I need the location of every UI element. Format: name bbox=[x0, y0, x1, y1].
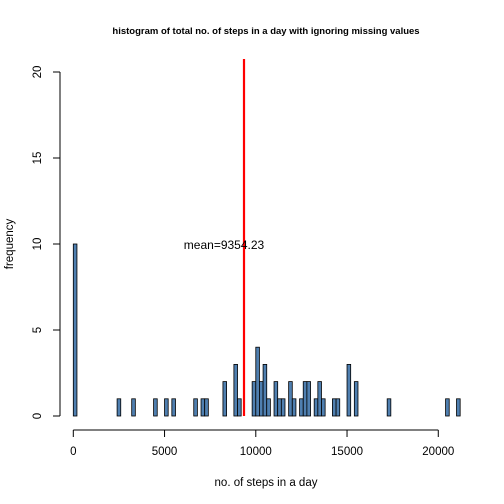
chart-title: histogram of total no. of steps in a day… bbox=[112, 26, 419, 37]
histogram-bar bbox=[200, 398, 206, 417]
histogram-bar bbox=[317, 381, 322, 417]
mean-annotation: mean=9354.23 bbox=[184, 238, 265, 252]
histogram-bar bbox=[259, 381, 264, 417]
x-axis: 0 5000 10000 15000 20000 bbox=[70, 429, 454, 458]
histogram-bar bbox=[306, 381, 311, 417]
histogram-bar bbox=[353, 381, 359, 417]
histogram-bar bbox=[116, 398, 122, 417]
histogram-bar bbox=[233, 363, 238, 417]
histogram-bar bbox=[204, 398, 209, 417]
x-tick-label: 15000 bbox=[331, 446, 363, 458]
x-tick-label: 20000 bbox=[422, 446, 454, 458]
y-tick-label: 5 bbox=[32, 327, 44, 333]
histogram-bar bbox=[456, 398, 461, 417]
histogram-bar bbox=[251, 381, 257, 417]
histogram-bar bbox=[262, 363, 268, 417]
histogram-bar bbox=[72, 243, 78, 417]
histogram-bar bbox=[131, 398, 136, 417]
histogram-bar bbox=[299, 398, 304, 417]
histogram-bar bbox=[291, 398, 297, 417]
histogram-bar bbox=[313, 398, 319, 417]
x-tick-label: 10000 bbox=[240, 446, 272, 458]
histogram-bar bbox=[332, 398, 337, 417]
y-tick-label: 10 bbox=[32, 238, 44, 251]
histogram-bar bbox=[164, 398, 169, 417]
y-tick-label: 0 bbox=[32, 413, 44, 419]
histogram-bar bbox=[288, 381, 293, 417]
y-axis: 0 5 10 15 20 bbox=[32, 66, 61, 419]
histogram-bar bbox=[335, 398, 341, 417]
y-tick-label: 15 bbox=[32, 152, 44, 165]
histogram-bar bbox=[302, 381, 308, 417]
y-tick-label: 20 bbox=[32, 66, 44, 79]
histogram-bar bbox=[266, 398, 271, 417]
histogram-bar bbox=[171, 398, 176, 417]
x-tick-label: 0 bbox=[70, 446, 76, 458]
x-axis-label: no. of steps in a day bbox=[215, 477, 318, 489]
histogram-bar bbox=[222, 381, 227, 417]
histogram-bar bbox=[237, 398, 242, 417]
histogram-bar bbox=[280, 398, 286, 417]
histogram-bar bbox=[386, 398, 392, 417]
y-axis-label: frequency bbox=[4, 219, 16, 270]
histogram-bar bbox=[273, 381, 279, 417]
histogram-bars bbox=[72, 243, 461, 417]
histogram-bar bbox=[346, 363, 352, 417]
histogram-bar bbox=[321, 398, 326, 417]
x-tick-label: 5000 bbox=[152, 446, 178, 458]
histogram-bar bbox=[255, 346, 260, 417]
histogram-bar bbox=[153, 398, 158, 417]
histogram-bar bbox=[193, 398, 198, 417]
histogram-bar bbox=[277, 398, 282, 417]
histogram-bar bbox=[445, 398, 450, 417]
